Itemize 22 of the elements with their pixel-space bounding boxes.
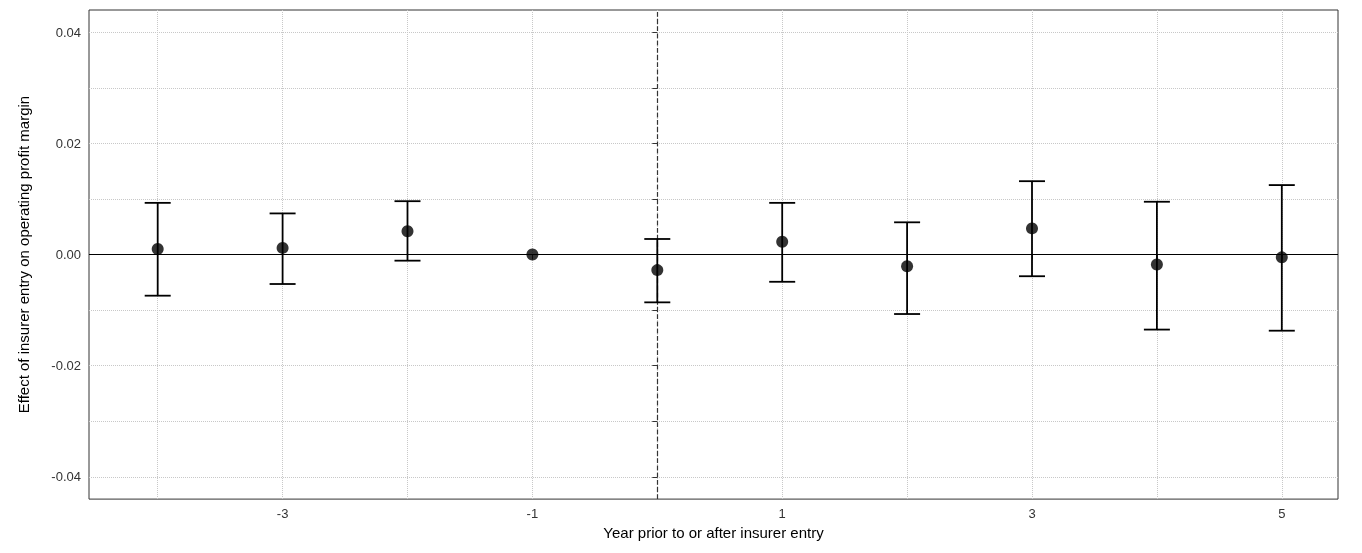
x-axis-title: Year prior to or after insurer entry — [603, 524, 825, 541]
point — [651, 264, 664, 277]
text: 0.00 — [55, 247, 81, 263]
y-tick-label: -0.02 — [51, 358, 81, 374]
x-tick-label: 3 — [1028, 506, 1036, 522]
x-tick-label: 1 — [778, 506, 786, 522]
point — [151, 242, 164, 255]
x-tick-label: -3 — [276, 506, 289, 522]
y-tick-label: 0.02 — [55, 135, 81, 151]
point — [1150, 258, 1163, 271]
point — [776, 235, 789, 248]
point — [1026, 222, 1038, 235]
y-tick-label: 0.04 — [55, 24, 81, 40]
y-axis-title: Effect of insurer entry on operating profit margin — [15, 95, 32, 414]
x-tick-label: -1 — [526, 506, 539, 522]
point — [401, 225, 414, 238]
y-tick-label: -0.04 — [51, 469, 81, 485]
point — [901, 260, 914, 273]
point — [526, 248, 539, 261]
point — [276, 241, 289, 254]
x-tick-label: 5 — [1278, 506, 1286, 522]
point — [1275, 251, 1288, 264]
